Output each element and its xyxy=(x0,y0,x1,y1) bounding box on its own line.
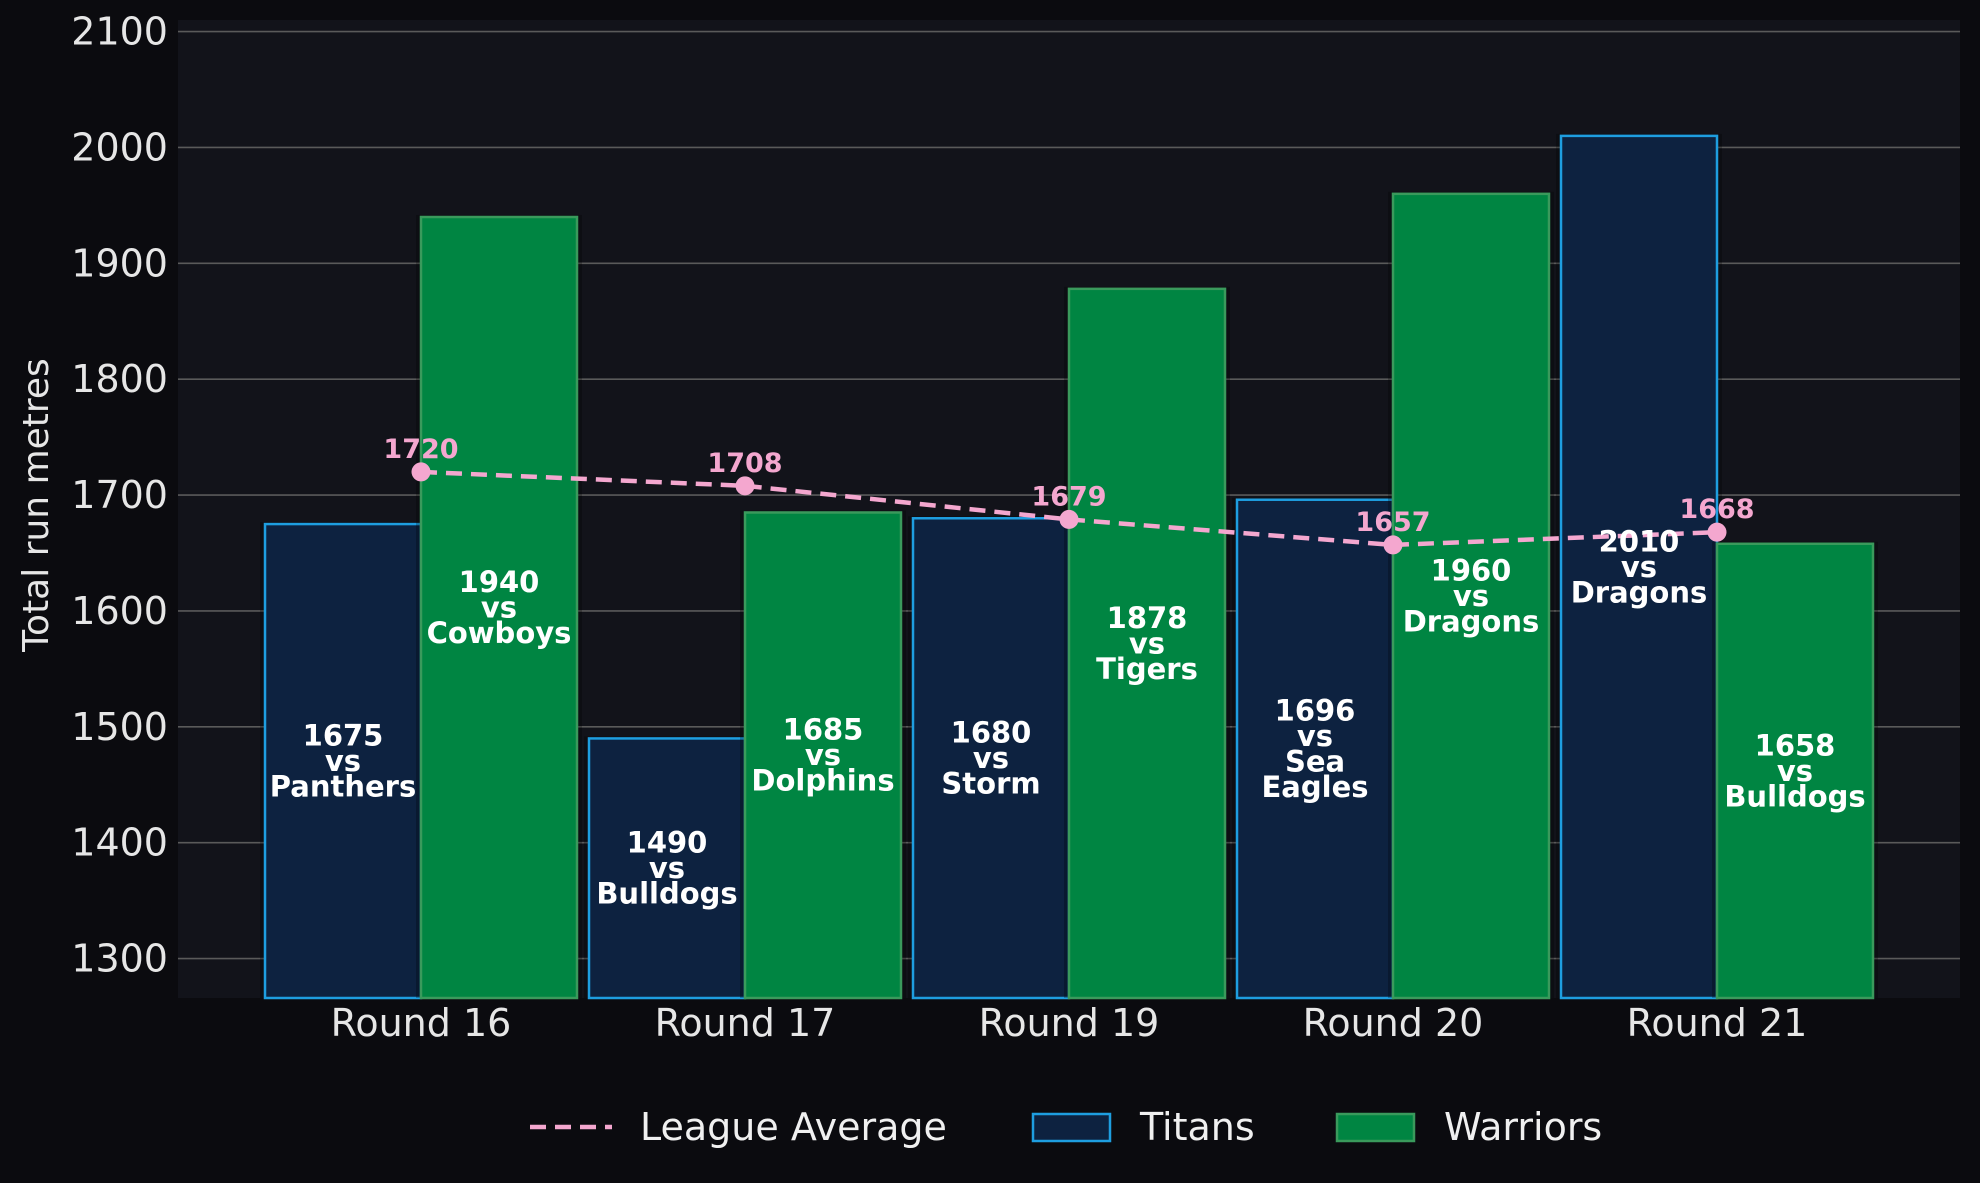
y-tick-label: 1300 xyxy=(71,937,168,981)
warriors-bar xyxy=(1391,192,1551,1000)
titans-bar-label-line: vs xyxy=(649,851,685,885)
warriors-bar-label: 1940 vs Cowboys xyxy=(427,565,572,650)
y-tick-label: 1800 xyxy=(71,357,168,401)
x-tick-label: Round 17 xyxy=(655,1001,836,1045)
warriors-bar-label-line: Dolphins xyxy=(751,764,894,798)
legend-titans-swatch xyxy=(1031,1112,1112,1143)
titans-bar-label-line: 2010 xyxy=(1599,524,1680,558)
warriors-bar-label-line: vs xyxy=(1129,626,1165,660)
x-axis-ticks: Round 16 Round 17 Round 19 Round 20 Round 21 xyxy=(331,1001,1808,1045)
titans-bar-label: 1675 vs Panthers xyxy=(270,719,416,804)
y-tick-label: 1600 xyxy=(71,589,168,633)
warriors-bar-label: 1658 vs Bulldogs xyxy=(1724,728,1865,813)
average-line: 1720 1708 1679 1657 1668 xyxy=(383,434,1755,555)
warriors-bar-label-line: Dragons xyxy=(1403,604,1540,638)
y-axis-title: Total run metres xyxy=(16,358,57,653)
titans-bar-label-line: vs xyxy=(973,741,1009,775)
warriors-bar-label-line: 1878 xyxy=(1107,601,1188,635)
y-tick-label: 2100 xyxy=(71,10,168,54)
titans-bar-label-line: vs xyxy=(1621,550,1657,584)
y-tick-label: 2000 xyxy=(71,125,168,169)
titans-bar xyxy=(1559,134,1719,1000)
average-point xyxy=(411,462,431,482)
y-tick-label: 1700 xyxy=(71,473,168,517)
legend-average-label: League Average xyxy=(640,1105,947,1149)
average-point xyxy=(1707,522,1727,542)
warriors-bar-label-line: 1960 xyxy=(1431,553,1512,587)
warriors-bar xyxy=(1715,542,1875,1000)
warriors-bar-label-line: vs xyxy=(805,738,841,772)
average-label: 1720 xyxy=(383,434,458,465)
titans-bar-label-line: Eagles xyxy=(1261,770,1368,804)
titans-bar xyxy=(587,737,747,1000)
legend-titans-label: Titans xyxy=(1139,1105,1255,1149)
titans-bar-label-line: Storm xyxy=(941,767,1040,801)
bars xyxy=(260,133,1878,1000)
warriors-bar-label-line: vs xyxy=(1777,754,1813,788)
titans-bar xyxy=(911,517,1071,1000)
warriors-bar-label-line: Tigers xyxy=(1096,652,1198,686)
titans-bar xyxy=(263,522,423,1000)
warriors-bar xyxy=(1067,287,1227,1000)
legend-warriors-label: Warriors xyxy=(1444,1105,1602,1149)
titans-bar-label: 1696 vs Sea Eagles xyxy=(1261,694,1368,805)
average-label: 1657 xyxy=(1355,507,1430,538)
titans-bar-label-line: vs xyxy=(1297,719,1333,753)
average-label: 1679 xyxy=(1031,481,1106,512)
y-tick-label: 1900 xyxy=(71,241,168,285)
warriors-bar-label-line: vs xyxy=(481,590,517,624)
average-point xyxy=(1383,535,1403,555)
warriors-bar-label-line: vs xyxy=(1453,579,1489,613)
y-tick-label: 1400 xyxy=(71,821,168,865)
titans-bar-label-line: Dragons xyxy=(1571,575,1708,609)
warriors-bar-label-line: 1940 xyxy=(459,565,540,599)
x-tick-label: Round 19 xyxy=(979,1001,1160,1045)
warriors-bar-label-line: 1658 xyxy=(1755,728,1836,762)
warriors-bar-label-line: Cowboys xyxy=(427,616,572,650)
legend-warriors-swatch xyxy=(1335,1112,1416,1143)
titans-bar-label-line: Bulldogs xyxy=(596,877,737,911)
titans-bar-label-line: 1490 xyxy=(627,826,708,860)
titans-bar-label-line: Sea xyxy=(1285,745,1345,779)
titans-bar-label-line: Panthers xyxy=(270,770,416,804)
warriors-bar xyxy=(419,215,579,1000)
titans-bar-label-line: vs xyxy=(325,744,361,778)
warriors-bar-label: 1960 vs Dragons xyxy=(1403,553,1540,638)
titans-bar xyxy=(1235,498,1395,1000)
y-axis-ticks: 1300 1400 1500 1600 1700 1800 1900 2000 2100 xyxy=(71,10,168,981)
titans-bar-label: 1680 vs Storm xyxy=(941,716,1040,801)
average-label: 1668 xyxy=(1679,494,1754,525)
x-tick-label: Round 20 xyxy=(1303,1001,1484,1045)
titans-bar-label-line: 1696 xyxy=(1275,694,1356,728)
titans-bar-label-line: 1675 xyxy=(303,719,384,753)
titans-bar-label: 2010 vs Dragons xyxy=(1571,524,1708,609)
titans-bar-label-line: 1680 xyxy=(951,716,1032,750)
average-point xyxy=(735,476,755,496)
x-tick-label: Round 21 xyxy=(1627,1001,1808,1045)
average-point xyxy=(1059,509,1079,529)
warriors-bar-label-line: 1685 xyxy=(783,713,864,747)
titans-bar-label: 1490 vs Bulldogs xyxy=(596,826,737,911)
warriors-bar-label: 1878 vs Tigers xyxy=(1096,601,1198,686)
legend: League Average Titans Warriors xyxy=(530,1105,1602,1149)
average-label: 1708 xyxy=(707,448,782,479)
y-tick-label: 1500 xyxy=(71,705,168,749)
warriors-bar xyxy=(743,511,903,1000)
warriors-bar-label: 1685 vs Dolphins xyxy=(751,713,894,798)
x-tick-label: Round 16 xyxy=(331,1001,512,1045)
warriors-bar-label-line: Bulldogs xyxy=(1724,779,1865,813)
